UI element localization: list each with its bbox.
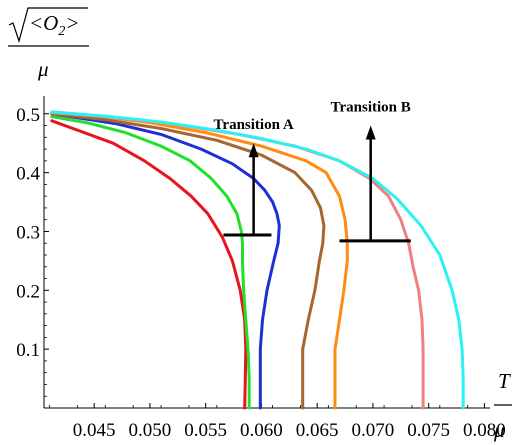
x-tick-label-0: 0.045 bbox=[73, 420, 116, 441]
x-tick-label-3: 0.060 bbox=[240, 420, 283, 441]
x-tick-label-1: 0.050 bbox=[129, 420, 172, 441]
annotation-arrow-head-1 bbox=[365, 125, 376, 140]
annotation-label-0: Transition A bbox=[214, 117, 294, 133]
y-label-denominator: μ bbox=[37, 57, 49, 81]
annotation-label-1: Transition B bbox=[331, 100, 411, 116]
y-tick-label-0: 0.1 bbox=[16, 340, 40, 361]
series-line-3 bbox=[50, 112, 326, 410]
x-tick-label-4: 0.065 bbox=[296, 420, 339, 441]
series-line-6 bbox=[50, 110, 465, 410]
annotation-layer: Transition A Transition B bbox=[214, 100, 411, 243]
series-layer bbox=[50, 110, 465, 410]
series-line-1 bbox=[50, 115, 251, 410]
series-line-5 bbox=[50, 111, 425, 410]
x-tick-label-7: 0.080 bbox=[463, 420, 506, 441]
series-line-2 bbox=[50, 112, 281, 410]
x-tick-label-5: 0.070 bbox=[352, 420, 395, 441]
x-axis-label: T μ bbox=[493, 369, 512, 442]
annotation-arrow-head-0 bbox=[248, 143, 259, 158]
x-label-numerator: T bbox=[498, 369, 511, 393]
x-tick-label-2: 0.055 bbox=[184, 420, 227, 441]
y-axis-label: <O2> μ bbox=[8, 7, 89, 81]
sqrt-symbol bbox=[8, 7, 88, 44]
y-tick-label-2: 0.3 bbox=[16, 222, 40, 243]
x-tick-label-6: 0.075 bbox=[407, 420, 450, 441]
y-tick-label-3: 0.4 bbox=[16, 164, 40, 185]
x-label-denominator: μ bbox=[493, 418, 505, 442]
y-tick-label-1: 0.2 bbox=[16, 281, 40, 302]
series-line-4 bbox=[50, 110, 349, 410]
y-tick-label-4: 0.5 bbox=[16, 105, 40, 126]
axes: 0.045 0.050 0.055 0.060 0.065 0.070 0.075 0.080… bbox=[16, 96, 506, 441]
y-label-numerator: <O2> bbox=[29, 11, 80, 39]
series-line-0 bbox=[50, 119, 248, 410]
